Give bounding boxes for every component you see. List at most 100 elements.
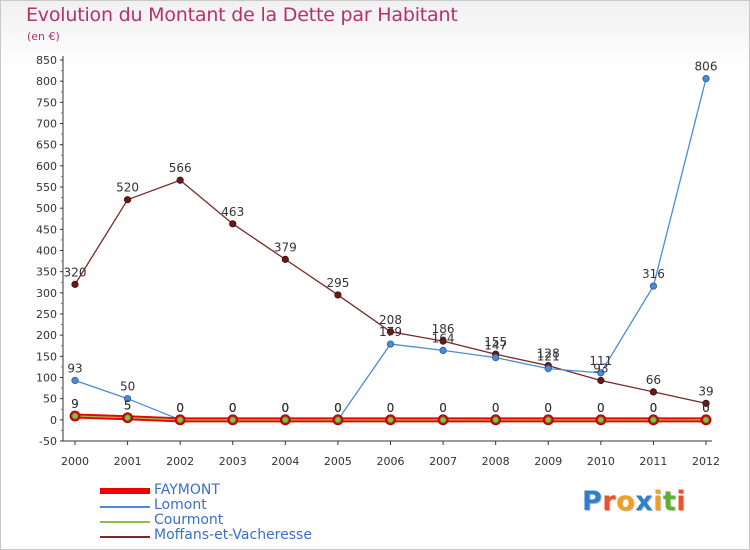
data-point-lomont	[71, 376, 79, 385]
data-label-lomont: 121	[537, 350, 560, 364]
data-label-moffans: 39	[698, 384, 713, 398]
y-tick-label: 300	[36, 287, 57, 300]
data-label-courmont: 0	[334, 401, 342, 415]
data-label-moffans: 208	[379, 313, 402, 327]
y-tick-label: 550	[36, 181, 57, 194]
data-label-faymont: 0	[650, 401, 658, 415]
data-label-moffans: 155	[484, 335, 507, 349]
data-point-courmont	[387, 416, 394, 424]
data-point-moffans	[281, 255, 289, 263]
logo-letter: r	[602, 486, 617, 517]
legend-swatch-faymont	[100, 488, 150, 494]
data-point-courmont	[334, 416, 342, 424]
legend-swatch-lomont	[100, 506, 150, 508]
data-label-lomont: 179	[379, 325, 402, 339]
data-label-moffans: 66	[646, 373, 661, 387]
data-point-moffans	[702, 399, 710, 407]
data-point-moffans	[229, 220, 237, 228]
legend-label-courmont: Courmont	[154, 512, 224, 528]
y-tick-label: 0	[50, 414, 57, 427]
x-tick-label: 2008	[482, 455, 510, 468]
logo-letter: t	[662, 486, 677, 517]
data-label-courmont: 0	[439, 401, 447, 415]
data-label-faymont: 9	[71, 397, 79, 411]
data-label-faymont: 0	[492, 401, 500, 415]
data-point-lomont	[123, 395, 132, 403]
data-point-courmont	[176, 416, 184, 424]
x-tick-label: 2003	[219, 455, 247, 468]
data-label-lomont: 806	[695, 60, 718, 74]
y-tick-label: 100	[36, 372, 57, 385]
y-tick-label: 800	[36, 75, 57, 88]
data-point-courmont	[71, 412, 79, 420]
data-label-faymont: 0	[229, 401, 237, 415]
x-tick-label: 2004	[271, 455, 299, 468]
data-label-faymont: 5	[124, 399, 132, 413]
data-point-courmont	[492, 416, 500, 424]
data-label-faymont: 0	[439, 401, 447, 415]
x-tick-label: 2000	[61, 455, 89, 468]
data-point-moffans	[334, 291, 342, 299]
logo-letter: i	[653, 486, 663, 517]
data-point-lomont	[492, 354, 500, 362]
data-point-courmont	[597, 416, 605, 424]
legend-label-lomont: Lomont	[154, 497, 207, 513]
chart-subtitle: (en €)	[27, 30, 60, 43]
legend-label-moffans: Moffans-et-Vacheresse	[154, 527, 312, 543]
legend-swatch-moffans	[100, 536, 150, 538]
data-point-lomont	[649, 282, 658, 290]
data-point-courmont	[229, 416, 237, 424]
y-tick-label: 400	[36, 245, 57, 258]
chart-title: Evolution du Montant de la Dette par Hab…	[26, 4, 458, 26]
data-label-courmont: 9	[71, 397, 79, 411]
data-label-lomont: 0	[176, 401, 184, 415]
logo-letter: o	[616, 486, 636, 517]
data-label-lomont: 0	[282, 401, 290, 415]
x-tick-label: 2007	[429, 455, 457, 468]
y-tick-label: 350	[36, 266, 57, 279]
data-label-courmont: 0	[282, 401, 290, 415]
y-tick-label: 250	[36, 308, 57, 321]
data-label-courmont: 0	[387, 401, 395, 415]
data-point-courmont	[544, 416, 552, 424]
data-label-faymont: 0	[387, 401, 395, 415]
logo-letter: P	[582, 486, 603, 517]
proxiti-logo: Proxiti	[582, 486, 686, 517]
data-label-faymont: 0	[282, 401, 290, 415]
data-label-courmont: 0	[229, 401, 237, 415]
data-point-lomont	[702, 75, 710, 83]
y-tick-label: 750	[36, 96, 57, 109]
data-label-faymont: 0	[702, 401, 710, 415]
data-label-lomont: 164	[432, 331, 455, 345]
data-label-lomont: 147	[484, 339, 507, 353]
x-tick-label: 2006	[377, 455, 405, 468]
data-point-courmont	[281, 416, 289, 424]
series-line-lomont	[74, 78, 707, 421]
legend-label-faymont: FAYMONT	[154, 482, 220, 498]
series-line-moffans	[74, 179, 707, 404]
data-point-moffans	[71, 280, 79, 288]
data-label-moffans: 93	[593, 361, 608, 375]
x-tick-label: 2009	[534, 455, 562, 468]
data-point-courmont	[124, 414, 131, 422]
data-label-courmont: 0	[702, 401, 710, 415]
data-point-moffans	[439, 337, 447, 345]
data-point-moffans	[176, 176, 184, 184]
data-label-moffans: 566	[169, 161, 192, 175]
data-point-courmont	[650, 416, 657, 424]
y-tick-label: 600	[36, 160, 57, 173]
data-label-moffans: 463	[221, 205, 244, 219]
data-label-moffans: 128	[537, 347, 560, 361]
data-point-courmont	[702, 416, 710, 424]
data-label-courmont: 5	[124, 399, 132, 413]
y-tick-label: 650	[36, 139, 57, 152]
data-label-lomont: 111	[589, 354, 612, 368]
data-label-moffans: 186	[432, 322, 455, 336]
y-tick-label: -50	[39, 435, 57, 448]
data-point-moffans	[597, 376, 605, 385]
data-label-moffans: 320	[64, 265, 87, 279]
data-label-lomont: 0	[334, 401, 342, 415]
data-label-courmont: 0	[597, 401, 605, 415]
legend-swatch-courmont	[100, 521, 150, 523]
